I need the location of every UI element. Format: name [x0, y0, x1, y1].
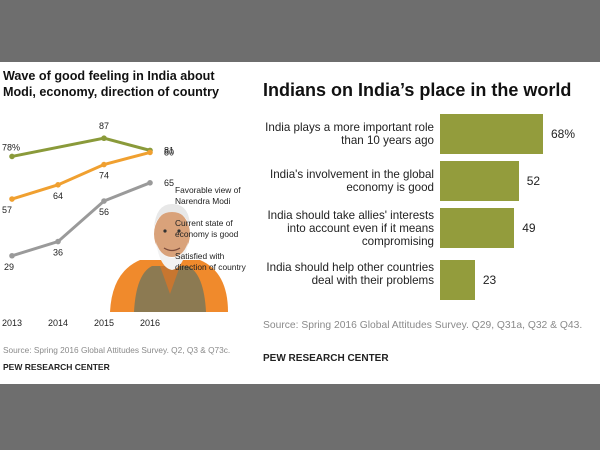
collar-shape: [160, 266, 180, 294]
line-label-2-3: 65: [164, 178, 174, 188]
bar-value-2: 49: [522, 221, 536, 235]
line-label-2-2: 56: [99, 207, 109, 217]
beard-shape: [156, 242, 188, 270]
bar-label-1: India's involvement in the global econom…: [270, 168, 434, 194]
smile-shape: [163, 247, 181, 252]
x-tick-2014: 2014: [48, 318, 68, 328]
line-label-1-0: 57: [2, 205, 12, 215]
face-shape: [154, 211, 190, 257]
bar-label-2: India should take allies' interests into…: [267, 208, 434, 248]
line-series-0: [11, 136, 151, 158]
line-chart: 78% 87 81 57 64 74 80 29 36 56 65 2013 2014 2015 2016: [2, 121, 230, 328]
line-point-1-0: [9, 196, 15, 202]
line-label-1-3: 80: [164, 147, 174, 157]
line-chart-brand: PEW RESEARCH CENTER: [3, 362, 110, 372]
line-label-0-2: 81: [164, 145, 174, 155]
line-point-2-3: [147, 180, 153, 186]
hair-shape: [154, 204, 190, 228]
line-label-0-0: 78%: [2, 142, 20, 152]
bar-0: [440, 114, 543, 154]
legend-economy: Current state of economy is good: [175, 218, 239, 239]
line-chart-section: Wave of good feeling in India about Modi…: [0, 62, 248, 384]
line-chart-source: Source: Spring 2016 Global Attitudes Sur…: [3, 345, 231, 355]
bar-1: [440, 161, 519, 201]
line-point-1-3: [147, 149, 153, 156]
line-point-2-2: [101, 198, 107, 204]
chart-panel: Wave of good feeling in India about Modi…: [0, 62, 600, 384]
line-label-2-1: 36: [53, 248, 63, 258]
line-label-1-1: 64: [53, 191, 63, 201]
x-tick-2015: 2015: [94, 318, 114, 328]
x-tick-2016: 2016: [140, 318, 160, 328]
line-label-1-2: 74: [99, 171, 109, 181]
line-series-1: [11, 150, 151, 201]
portrait-photo: [106, 204, 230, 312]
eye-right: [177, 229, 181, 233]
x-tick-2013: 2013: [2, 318, 22, 328]
line-point-2-1: [55, 238, 61, 245]
legend-direction: Satisfied with direction of country: [175, 251, 246, 272]
eye-left: [163, 229, 167, 233]
line-point-0-0: [9, 153, 15, 160]
line-label-0-1: 87: [99, 121, 109, 131]
bar-2: [440, 208, 515, 248]
line-point-2-0: [9, 252, 15, 259]
bar-chart-title: Indians on India’s place in the world: [263, 80, 572, 100]
x-tick-layer: 2013 2014 2015 2016: [2, 318, 160, 328]
bar-label-3: India should help other countries deal w…: [266, 260, 434, 287]
bar-3: [440, 260, 475, 300]
line-chart-title: Wave of good feeling in India about Modi…: [3, 69, 219, 99]
bar-label-0: India plays a more important role than 1…: [265, 121, 434, 147]
line-series-2: [11, 181, 151, 258]
bar-chart-brand: PEW RESEARCH CENTER: [263, 353, 389, 364]
bar-value-0: 68%: [551, 127, 576, 141]
bar-value-3: 23: [482, 273, 497, 287]
line-point-1-1: [55, 182, 61, 188]
line-point-0-1: [101, 135, 107, 142]
bar-chart-source: Source: Spring 2016 Global Attitudes Sur…: [263, 320, 583, 331]
line-series-layer: 78% 87 81 57 64 74 80 29 36 56 65: [2, 121, 174, 272]
line-point-1-2: [101, 161, 107, 168]
legend-modi: Favorable view of Narendra Modi: [175, 185, 241, 206]
line-label-2-0: 29: [4, 262, 14, 272]
bar-value-1: 52: [526, 174, 541, 188]
bar-chart-section: Indians on India’s place in the world In…: [255, 62, 600, 384]
